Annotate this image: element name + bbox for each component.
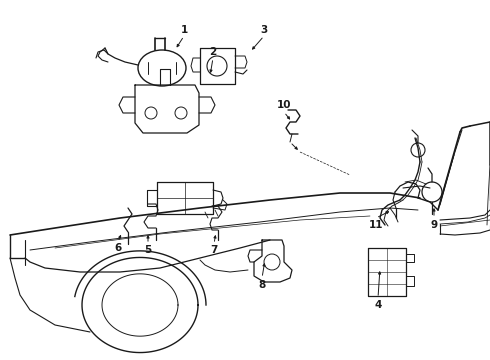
Text: 7: 7	[210, 245, 218, 255]
Text: 4: 4	[374, 300, 382, 310]
Text: 6: 6	[114, 243, 122, 253]
Text: 1: 1	[180, 25, 188, 35]
Text: 10: 10	[277, 100, 291, 110]
Text: 11: 11	[369, 220, 383, 230]
Text: 5: 5	[145, 245, 151, 255]
Text: 8: 8	[258, 280, 266, 290]
Text: 3: 3	[260, 25, 268, 35]
Text: 9: 9	[430, 220, 438, 230]
Text: 2: 2	[209, 47, 217, 57]
